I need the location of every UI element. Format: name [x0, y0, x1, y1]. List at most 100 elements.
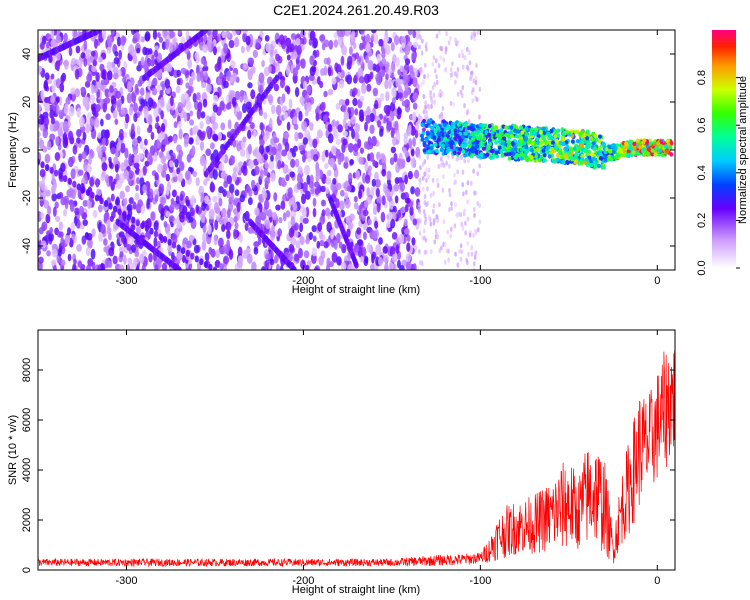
heatmap-speckle — [435, 214, 439, 220]
heatmap-carrier-point — [444, 141, 449, 147]
heatmap-speckle — [449, 226, 453, 232]
heatmap-speckle — [444, 67, 447, 73]
heatmap-speckle — [285, 174, 290, 182]
y-tick-label: 0 — [21, 147, 33, 153]
heatmap-speckle — [159, 96, 165, 107]
y-tick-label: 2000 — [21, 508, 33, 532]
heatmap-speckle — [391, 253, 398, 263]
heatmap-speckle — [390, 42, 395, 52]
heatmap-speckle — [229, 155, 235, 166]
heatmap-speckle — [144, 160, 150, 167]
heatmap-speckle — [473, 190, 476, 196]
heatmap-carrier-point — [549, 128, 554, 134]
spectrogram-y-label: Frequency (Hz) — [7, 112, 19, 188]
heatmap-speckle — [128, 170, 134, 179]
heatmap-speckle — [285, 37, 292, 48]
heatmap-speckle — [359, 30, 365, 35]
heatmap-speckle — [425, 167, 428, 173]
heatmap-speckle — [391, 231, 398, 240]
heatmap-carrier-point — [498, 128, 503, 134]
heatmap-speckle — [353, 202, 359, 210]
heatmap-carrier-point — [441, 143, 446, 148]
heatmap-speckle — [131, 123, 135, 134]
heatmap-speckle — [97, 264, 102, 270]
heatmap-speckle — [100, 79, 106, 86]
heatmap-speckle — [176, 78, 181, 86]
heatmap-carrier-point — [603, 158, 608, 163]
heatmap-speckle — [384, 79, 389, 90]
heatmap-speckle — [86, 73, 93, 83]
heatmap-carrier-point — [568, 155, 573, 160]
heatmap-speckle — [352, 97, 358, 107]
heatmap-speckle — [85, 246, 91, 257]
heatmap-speckle — [218, 162, 225, 171]
heatmap-speckle — [153, 106, 159, 118]
heatmap-speckle — [295, 240, 301, 249]
heatmap-carrier-point — [572, 146, 577, 151]
heatmap-speckle — [38, 256, 44, 264]
heatmap-carrier-point — [597, 138, 602, 144]
heatmap-speckle — [236, 201, 241, 213]
heatmap-speckle — [147, 97, 154, 108]
heatmap-speckle — [309, 66, 316, 77]
heatmap-speckle — [251, 261, 257, 270]
heatmap-speckle — [254, 207, 260, 216]
heatmap-speckle — [323, 241, 329, 249]
heatmap-speckle — [179, 193, 184, 202]
heatmap-carrier-point — [575, 139, 580, 144]
heatmap-speckle — [449, 35, 452, 41]
heatmap-speckle — [71, 189, 76, 200]
heatmap-speckle — [67, 177, 72, 185]
heatmap-speckle — [366, 242, 372, 253]
heatmap-carrier-point — [622, 145, 627, 151]
heatmap-speckle — [158, 36, 164, 43]
heatmap-speckle — [177, 101, 183, 113]
heatmap-speckle — [62, 120, 69, 130]
heatmap-speckle — [40, 41, 45, 50]
heatmap-speckle — [180, 36, 186, 45]
heatmap-carrier-point — [494, 150, 499, 155]
heatmap-speckle — [438, 30, 441, 36]
heatmap-speckle — [478, 219, 482, 225]
heatmap-speckle — [308, 231, 314, 241]
heatmap-speckle — [114, 163, 119, 173]
heatmap-speckle — [407, 171, 413, 180]
heatmap-speckle — [55, 96, 60, 103]
heatmap-speckle — [185, 30, 190, 40]
heatmap-speckle — [466, 216, 470, 222]
heatmap-speckle — [420, 115, 423, 121]
heatmap-speckle — [456, 169, 460, 175]
heatmap-speckle — [90, 50, 96, 57]
heatmap-speckle — [185, 249, 190, 257]
heatmap-speckle — [132, 144, 139, 156]
heatmap-speckle — [258, 72, 265, 84]
heatmap-speckle — [246, 129, 252, 140]
heatmap-speckle — [275, 104, 282, 116]
heatmap-speckle — [315, 49, 320, 58]
heatmap-speckle — [261, 186, 266, 196]
heatmap-carrier-point — [628, 139, 633, 144]
heatmap-speckle — [54, 152, 61, 161]
heatmap-speckle — [470, 180, 473, 186]
heatmap-speckle — [223, 180, 229, 188]
heatmap-carrier-point — [500, 141, 505, 146]
heatmap-speckle — [175, 195, 180, 205]
heatmap-speckle — [343, 111, 350, 120]
heatmap-speckle — [296, 45, 302, 56]
heatmap-speckle — [285, 210, 291, 218]
y-tick-label: -40 — [21, 238, 33, 254]
heatmap-speckle — [354, 52, 360, 59]
heatmap-speckle — [267, 208, 273, 218]
heatmap-speckle — [446, 229, 449, 235]
heatmap-speckle — [81, 150, 87, 160]
heatmap-speckle — [461, 85, 465, 91]
heatmap-carrier-point — [563, 154, 568, 159]
heatmap-speckle — [150, 211, 156, 222]
heatmap-speckle — [461, 225, 465, 231]
heatmap-carrier-point — [513, 128, 518, 133]
heatmap-carrier-point — [422, 141, 427, 146]
heatmap-carrier-point — [495, 154, 500, 159]
heatmap-speckle — [39, 123, 45, 132]
heatmap-carrier-point — [601, 165, 606, 170]
